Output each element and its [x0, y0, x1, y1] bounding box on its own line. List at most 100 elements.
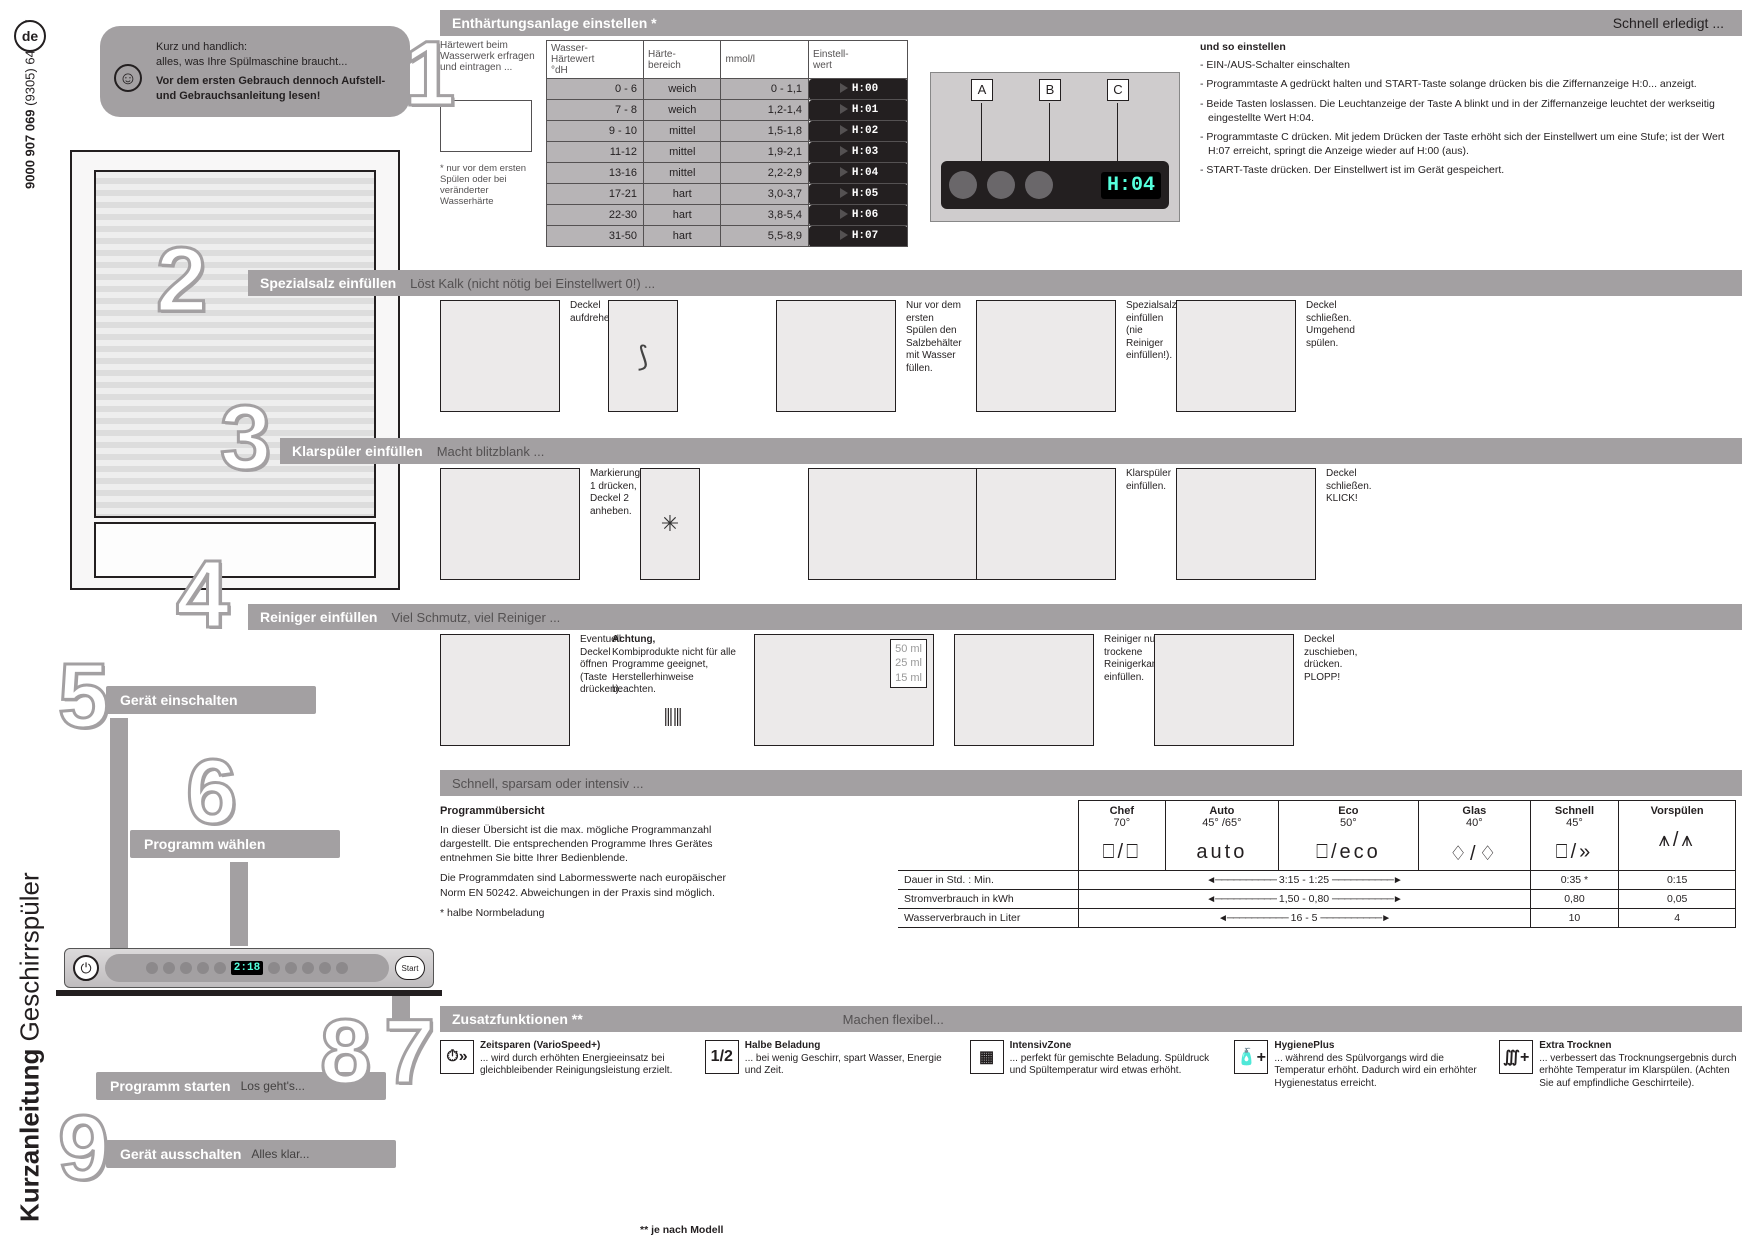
instruction-cell: Markierung 1 drücken, Deckel 2 anheben.: [440, 468, 624, 580]
instruction-line: - Programmtaste A gedrückt halten und ST…: [1200, 77, 1730, 91]
instruction-line: - Beide Tasten loslassen. Die Leuchtanze…: [1200, 97, 1730, 125]
instruction-cell: Deckel aufdrehen.: [440, 300, 592, 412]
table-cell: mittel: [644, 121, 721, 142]
instruction-cell: [808, 468, 960, 580]
setting-value: H:04: [809, 163, 908, 184]
program-row: Wasserverbrauch in Liter◄────────── 16 -…: [898, 909, 1736, 928]
setting-value: H:00: [809, 79, 908, 100]
step4-row: Eventuell Deckel öffnen (Taste drücken).…: [440, 634, 1742, 784]
extra-function: ∭+Extra Trocknen... verbessert das Trock…: [1499, 1040, 1742, 1090]
instruction-cell: ⟆: [608, 300, 760, 412]
step3-header: Klarspüler einfüllen Macht blitzblank ..…: [280, 438, 1742, 464]
extra-icon: ▦: [970, 1040, 1004, 1074]
instruction-image: [440, 634, 570, 746]
instruction-image: [976, 468, 1116, 580]
step-number-3: 3: [220, 386, 271, 491]
table-cell: 17-21: [547, 184, 644, 205]
program-column: Auto45° /65°auto: [1166, 801, 1279, 871]
panel-label-a: A: [971, 79, 993, 101]
table-cell: hart: [644, 226, 721, 247]
smiley-icon: ☺: [114, 64, 142, 92]
extra-text: Zeitsparen (VarioSpeed+)... wird durch e…: [480, 1040, 683, 1090]
panel-label-b: B: [1039, 79, 1061, 101]
extra-text: IntensivZone... perfekt für gemischte Be…: [1010, 1040, 1213, 1090]
range-cell: ◄────────── 3:15 - 1:25 ──────────►: [1078, 871, 1530, 890]
table-cell: 31-50: [547, 226, 644, 247]
range-cell: ◄────────── 16 - 5 ──────────►: [1078, 909, 1530, 928]
step-number-4: 4: [176, 540, 229, 650]
setting-value: H:07: [809, 226, 908, 247]
extras-header: Zusatzfunktionen ** Machen flexibel...: [440, 1006, 1742, 1032]
instruction-cell: Reiniger nur in trockene Reinigerkammer …: [954, 634, 1138, 746]
step1-content: Härtewert beim Wasserwerk erfragen und e…: [440, 40, 1742, 260]
program-column: Vorspülen⩚/⩚: [1619, 801, 1736, 871]
instruction-caption: Nur vor dem ersten Spülen den Salzbehält…: [906, 300, 962, 412]
instruction-cell: Spezialsalz einfüllen (nie Reiniger einf…: [976, 300, 1160, 412]
cell: 10: [1530, 909, 1619, 928]
prog-header: Schnell, sparsam oder intensiv ...: [440, 770, 1742, 796]
table-cell: 0 - 6: [547, 79, 644, 100]
step4-header: Reiniger einfüllen Viel Schmutz, viel Re…: [248, 604, 1742, 630]
table-cell: 11-12: [547, 142, 644, 163]
control-panel-diagram: ABC H:04: [930, 72, 1180, 222]
control-strip: ⏻ 2:18 Start: [64, 948, 434, 988]
extra-icon: 🧴+: [1234, 1040, 1268, 1074]
row-label: Stromverbrauch in kWh: [898, 890, 1078, 909]
step1-instructions: und so einstellen - EIN-/AUS-Schalter ei…: [1200, 40, 1730, 182]
cell: 0,05: [1619, 890, 1736, 909]
description-line: * halbe Normbeladung: [440, 906, 750, 920]
instruction-caption: Deckel schließen. Umgehend spülen.: [1306, 300, 1355, 412]
extra-icon: 1/2: [705, 1040, 739, 1074]
extra-icon: ∭+: [1499, 1040, 1533, 1074]
step-number-6: 6: [186, 740, 237, 845]
table-cell: 1,5-1,8: [721, 121, 809, 142]
table-cell: 7 - 8: [547, 100, 644, 121]
table-row: 17-21hart3,0-3,7H:05: [547, 184, 908, 205]
instruction-line: - Programmtaste C drücken. Mit jedem Drü…: [1200, 130, 1730, 158]
step4-title: Reiniger einfüllen: [260, 609, 377, 625]
power-button-icon: ⏻: [73, 955, 99, 981]
setting-value: H:06: [809, 205, 908, 226]
table-row: 11-12mittel1,9-2,1H:03: [547, 142, 908, 163]
program-selector: 2:18: [105, 954, 389, 982]
extra-function: ⏱»Zeitsparen (VarioSpeed+)... wird durch…: [440, 1040, 683, 1090]
step3-subtitle: Macht blitzblank ...: [437, 444, 545, 459]
panel-label-c: C: [1107, 79, 1129, 101]
cell: 0:35 *: [1530, 871, 1619, 890]
instruction-cell: Nur vor dem ersten Spülen den Salzbehält…: [776, 300, 960, 412]
instruction-image: [976, 300, 1116, 412]
extra-text: HygienePlus... während des Spülvorgangs …: [1274, 1040, 1477, 1090]
table-row: 31-50hart5,5-8,9H:07: [547, 226, 908, 247]
cell: 0,80: [1530, 890, 1619, 909]
step-number-9: 9: [58, 1096, 109, 1201]
table-cell: 5,5-8,9: [721, 226, 809, 247]
row-label: Dauer in Std. : Min.: [898, 871, 1078, 890]
instruction-cell: Eventuell Deckel öffnen (Taste drücken).: [440, 634, 592, 746]
description-line: Die Programmdaten sind Labormesswerte na…: [440, 871, 750, 899]
program-column: Glas40°♢/♢: [1419, 801, 1530, 871]
language-badge: de: [14, 20, 46, 52]
table-header: Härte-bereich: [644, 41, 721, 79]
start-button-icon: Start: [395, 956, 425, 980]
table-cell: 0 - 1,1: [721, 79, 809, 100]
table-row: 0 - 6weich0 - 1,1H:00: [547, 79, 908, 100]
extra-text: Halbe Beladung... bei wenig Geschirr, sp…: [745, 1040, 948, 1090]
setting-value: H:05: [809, 184, 908, 205]
instruction-image: [1176, 468, 1316, 580]
description-line: In dieser Übersicht ist die max. möglich…: [440, 823, 750, 866]
step2-subtitle: Löst Kalk (nicht nötig bei Einstellwert …: [410, 276, 655, 291]
instruction-image: [440, 468, 580, 580]
intro-line2: alles, was Ihre Spülmaschine braucht...: [156, 55, 394, 70]
table-row: 9 - 10mittel1,5-1,8H:02: [547, 121, 908, 142]
table-cell: 1,2-1,4: [721, 100, 809, 121]
step2-title: Spezialsalz einfüllen: [260, 275, 396, 291]
table-cell: hart: [644, 184, 721, 205]
step2-row: Deckel aufdrehen.⟆ Nur vor dem ersten Spü…: [440, 300, 1742, 450]
instruction-image: ⟆: [608, 300, 678, 412]
instruction-caption: Deckel schließen. KLICK!: [1326, 468, 1372, 580]
table-cell: 3,8-5,4: [721, 205, 809, 226]
row-label: Wasserverbrauch in Liter: [898, 909, 1078, 928]
step2-header: Spezialsalz einfüllen Löst Kalk (nicht n…: [248, 270, 1742, 296]
program-row: Dauer in Std. : Min.◄────────── 3:15 - 1…: [898, 871, 1736, 890]
table-cell: mittel: [644, 163, 721, 184]
